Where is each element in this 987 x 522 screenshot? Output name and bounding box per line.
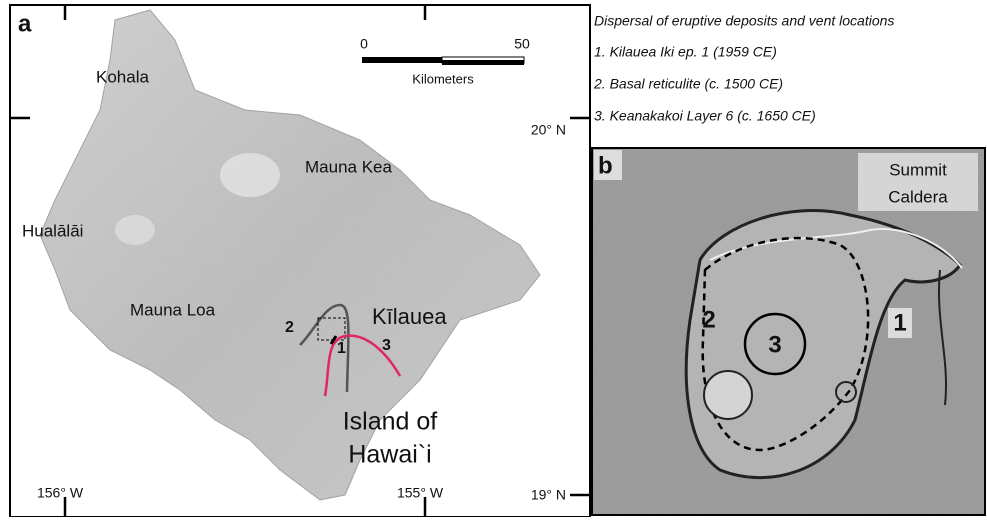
- place-label: Kīlauea: [372, 304, 447, 329]
- lat-label: 20° N: [531, 122, 566, 138]
- place-label: Hualālāi: [22, 221, 83, 240]
- lon-label: 155° W: [397, 485, 444, 501]
- legend: Dispersal of eruptive deposits and vent …: [593, 13, 894, 124]
- legend-title: Dispersal of eruptive deposits and vent …: [594, 13, 894, 29]
- scale-unit: Kilometers: [412, 71, 474, 86]
- caption: Summit: [889, 160, 947, 179]
- panel-b: b Summit Caldera 2 3 1: [592, 148, 985, 515]
- island-name: Island of: [343, 408, 438, 436]
- scale-label: 50: [514, 36, 530, 52]
- crater: [704, 371, 752, 419]
- panel-label: b: [598, 152, 613, 179]
- legend-item: 1. Kilauea Iki ep. 1 (1959 CE): [594, 44, 777, 60]
- vent-label: 1: [893, 309, 906, 336]
- vent-label: 1: [337, 340, 346, 357]
- vent-label: 3: [768, 331, 781, 358]
- vent-label: 2: [285, 319, 294, 336]
- legend-item: 3. Keanakakoi Layer 6 (c. 1650 CE): [594, 108, 816, 124]
- summit: [115, 215, 155, 245]
- scale-label: 0: [360, 36, 368, 52]
- legend-item: 2. Basal reticulite (c. 1500 CE): [593, 76, 783, 92]
- scale-bar: [362, 57, 442, 63]
- place-label: Mauna Loa: [130, 300, 216, 319]
- panel-label: a: [18, 10, 32, 37]
- place-label: Kohala: [96, 67, 149, 86]
- figure: a 0 50 Kilometers Kohala Mauna Kea Hualā…: [0, 0, 987, 517]
- caption: Caldera: [888, 187, 948, 206]
- panel-a: a 0 50 Kilometers Kohala Mauna Kea Hualā…: [10, 5, 590, 517]
- lat-label: 19° N: [531, 487, 566, 503]
- summit: [220, 153, 280, 197]
- vent-label: 3: [382, 337, 391, 354]
- lon-label: 156° W: [37, 485, 84, 501]
- scale-bar: [442, 60, 524, 65]
- island-name: Hawai`i: [348, 441, 431, 469]
- place-label: Mauna Kea: [305, 157, 392, 176]
- vent-label: 2: [702, 306, 715, 333]
